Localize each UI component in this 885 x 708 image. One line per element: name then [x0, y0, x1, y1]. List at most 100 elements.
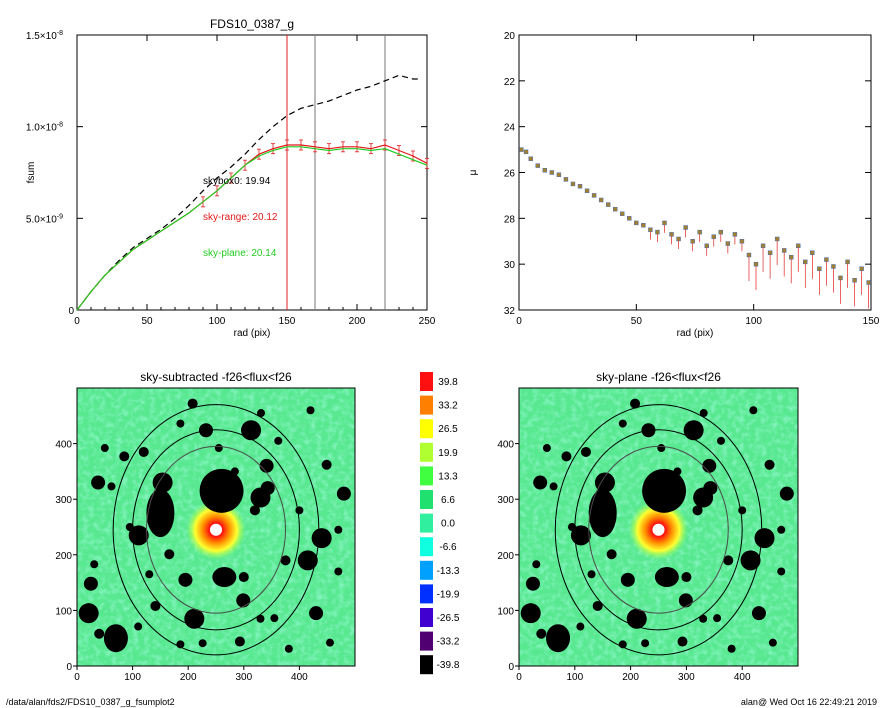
mu-point	[831, 264, 836, 269]
mu-point	[605, 202, 611, 207]
mu-point	[519, 147, 524, 152]
star-mask	[107, 482, 116, 491]
star-mask	[764, 459, 775, 470]
star-mask	[334, 525, 343, 534]
star-mask	[119, 451, 130, 462]
star-mask	[699, 614, 708, 623]
mu-point	[528, 156, 533, 161]
sky-ytick-label: 300	[497, 495, 514, 506]
star-mask	[754, 528, 775, 549]
sky-xtick-label: 200	[622, 672, 639, 683]
star-mask-large	[642, 468, 687, 513]
fsum-ytick-label: 0	[68, 306, 74, 317]
star-mask	[187, 398, 198, 409]
mu-point	[725, 241, 731, 246]
mu-point	[627, 216, 632, 221]
sky-image-title: sky-subtracted -f26<flux<f26	[140, 370, 292, 384]
sky-ytick-label: 100	[55, 606, 72, 617]
sky-xtick-label: 300	[678, 672, 695, 683]
star-mask	[703, 481, 718, 496]
colorbar-label: 39.8	[438, 377, 458, 388]
star-mask	[241, 420, 262, 441]
footer-path: /data/alan/fds2/FDS10_0387_g_fsumplot2	[6, 697, 175, 707]
mu-point	[711, 234, 716, 239]
mu-point	[676, 236, 681, 242]
sky-xtick-label: 200	[180, 672, 197, 683]
star-mask	[678, 593, 693, 608]
mu-point	[796, 243, 801, 249]
colorbar-swatch	[420, 631, 433, 651]
fsum-ytick-label: 5.0×10-9	[26, 213, 63, 225]
aperture-ellipse	[554, 404, 763, 656]
star-mask	[138, 446, 149, 457]
star-mask	[542, 444, 551, 453]
star-mask	[723, 555, 734, 566]
star-mask	[576, 622, 585, 631]
mu-point	[789, 255, 794, 260]
star-mask	[641, 639, 650, 648]
star-mask	[270, 614, 279, 623]
star-mask	[768, 638, 777, 647]
mu-point	[598, 197, 604, 203]
star-mask	[238, 572, 249, 583]
star-mask	[83, 576, 98, 591]
sky-ytick-label: 200	[55, 551, 72, 562]
fsum-ytick-label: 1.5×10-8	[26, 30, 63, 42]
mu-point	[732, 232, 738, 237]
star-mask	[561, 451, 572, 462]
sky-ytick-label: 200	[497, 551, 514, 562]
mu-point	[767, 250, 773, 255]
star-mask	[749, 406, 758, 415]
mu-point	[838, 275, 843, 281]
sky-xtick-label: 300	[235, 672, 252, 683]
star-mask	[592, 600, 603, 611]
star-mask	[90, 560, 99, 569]
star-mask	[777, 525, 786, 534]
star-mask-large	[654, 567, 679, 588]
mu-point	[563, 177, 569, 182]
star-mask	[606, 549, 617, 560]
star-mask	[580, 446, 591, 457]
star-mask	[727, 644, 736, 653]
fsum-xtick-label: 150	[279, 316, 296, 327]
star-mask	[309, 606, 324, 621]
colorbar-swatch	[420, 490, 433, 509]
star-mask	[198, 639, 207, 648]
mu-xlabel: rad (pix)	[677, 328, 714, 339]
fsum-annotation: sky-plane: 20.14	[203, 248, 277, 259]
colorbar-swatch	[420, 466, 433, 486]
star-mask	[699, 409, 708, 418]
colorbar-swatch	[420, 608, 433, 627]
star-mask	[777, 567, 786, 576]
star-mask	[152, 472, 173, 493]
star-mask-large	[546, 624, 571, 653]
star-mask	[274, 436, 283, 445]
mu-point	[535, 163, 540, 168]
colorbar-label: -6.6	[439, 542, 457, 553]
star-mask	[620, 572, 635, 587]
star-mask-large	[146, 489, 175, 538]
star-mask	[321, 459, 332, 470]
star-mask	[587, 570, 596, 579]
star-mask-large	[199, 468, 244, 513]
mu-xtick-label: 0	[516, 316, 522, 327]
mu-ylabel: μ	[468, 169, 479, 175]
mu-point	[746, 252, 752, 258]
mu-ytick-label: 24	[504, 123, 516, 134]
mu-point	[718, 229, 724, 235]
mu-xtick-label: 50	[631, 316, 643, 327]
fsum-series-line	[76, 74, 420, 311]
fsum-ytick-label: 1.0×10-8	[26, 122, 63, 134]
star-mask	[751, 606, 766, 621]
star-mask	[145, 570, 154, 579]
colorbar-swatch	[420, 560, 433, 580]
star-mask	[176, 419, 185, 428]
sky-image-title: sky-plane -f26<flux<f26	[596, 370, 721, 384]
mu-ytick-label: 20	[504, 31, 516, 42]
star-mask	[677, 636, 688, 647]
mu-point	[866, 280, 871, 285]
colorbar-swatch	[420, 513, 433, 533]
star-mask	[257, 409, 266, 418]
star-mask-large	[103, 624, 128, 653]
